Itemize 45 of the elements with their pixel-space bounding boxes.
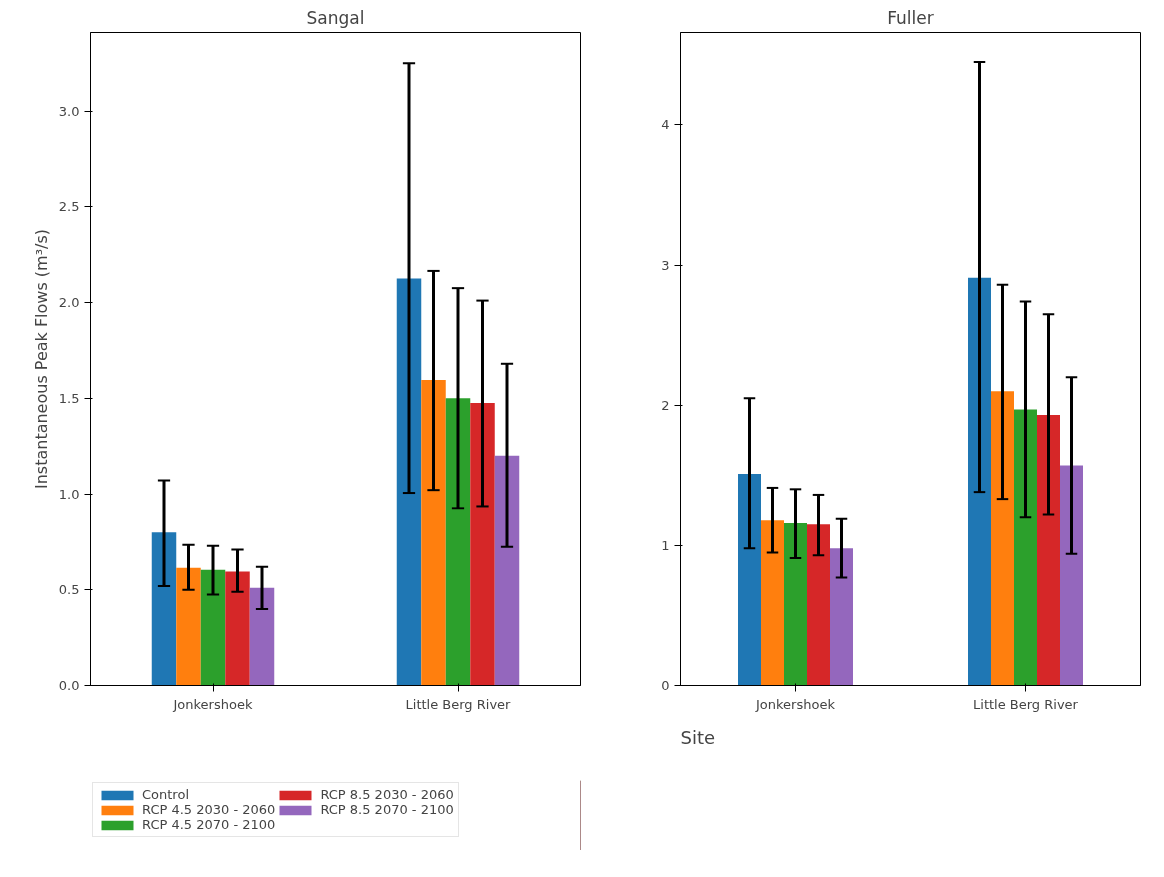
y-tick-label: 0 (661, 678, 670, 693)
bar (421, 380, 446, 686)
y-tick-label: 2 (661, 397, 670, 413)
y-tick-label: 2.5 (58, 199, 80, 215)
x-tick-label: Jonkershoek (172, 696, 253, 712)
bar (200, 569, 226, 686)
y-tick-label: 0.0 (58, 678, 80, 693)
bar (1060, 465, 1083, 686)
x-tick-label: Little Berg River (405, 696, 512, 712)
bar (784, 522, 807, 686)
y-tick-label: 1.5 (58, 390, 80, 406)
bar (470, 403, 495, 686)
legend-label: RCP 8.5 2070 - 2100 (320, 802, 454, 817)
x-tick-label: Little Berg River (973, 696, 1079, 712)
x-tick-label: Jonkershoek (755, 696, 836, 712)
legend-label: RCP 8.5 2030 - 2060 (320, 787, 454, 802)
bar (830, 548, 853, 686)
y-tick-label: 0.5 (58, 582, 80, 598)
bar (494, 455, 520, 686)
bar (249, 587, 275, 686)
y-tick-label: 4 (661, 117, 670, 133)
y-axis-title: Instantaneous Peak Flows (m³/s) (31, 228, 51, 490)
y-tick-label: 1.0 (58, 486, 80, 502)
y-tick-label: 2.0 (58, 295, 80, 311)
y-tick-label: 3 (661, 257, 670, 273)
y-tick-label: 3.0 (58, 103, 80, 119)
bar (151, 532, 177, 686)
x-axis-title: Site (680, 726, 716, 748)
bar (968, 277, 991, 686)
bar (1014, 409, 1037, 686)
bar (225, 571, 250, 686)
bar (445, 398, 471, 686)
legend-label: Control (142, 787, 189, 802)
legend-label: RCP 4.5 2070 - 2100 (142, 817, 276, 832)
chart-title: Sangal (306, 7, 365, 28)
bar (1037, 415, 1060, 686)
bar (176, 567, 201, 686)
bar (991, 391, 1014, 686)
chart-title: Fuller (887, 7, 934, 28)
bar (761, 520, 784, 686)
bar (738, 473, 761, 686)
y-tick-label: 1 (661, 537, 670, 553)
legend-label: RCP 4.5 2030 - 2060 (142, 802, 276, 817)
bar (396, 278, 422, 686)
bar (807, 524, 830, 686)
